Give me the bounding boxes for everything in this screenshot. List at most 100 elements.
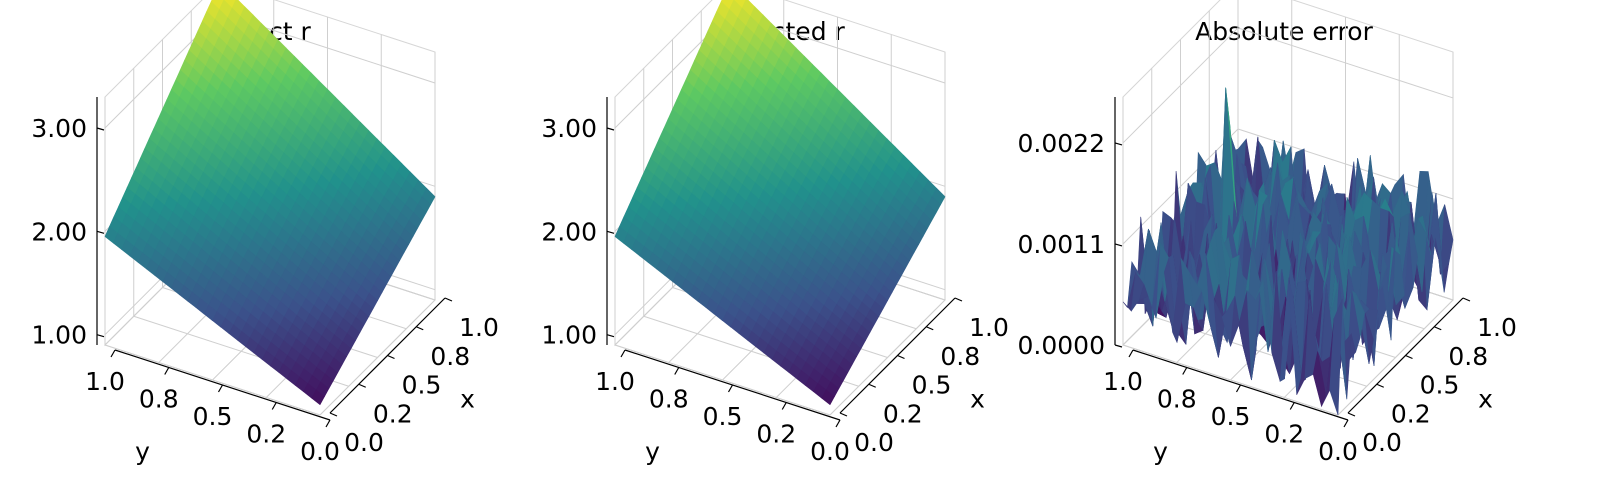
y-tick-mark: [835, 419, 841, 428]
y-tick-label: 1.0: [595, 367, 635, 396]
y-tick-mark: [164, 367, 170, 375]
z-tick-mark: [1114, 344, 1123, 348]
x-tick-mark: [868, 383, 876, 388]
x-tick-mark: [1462, 297, 1471, 302]
z-tick-mark: [96, 334, 105, 338]
y-tick-mark: [1128, 349, 1134, 358]
y-tick-mark: [727, 384, 734, 393]
surface: [104, 0, 436, 406]
x-tick-label: 0.0: [1362, 428, 1402, 457]
y-tick-label: 0.5: [1211, 402, 1251, 431]
z-tick-mark: [96, 127, 105, 131]
x-tick-mark: [444, 297, 453, 302]
surface-cell: [311, 389, 325, 406]
x-tick-mark: [926, 326, 934, 331]
z-tick-label: 0.0000: [1018, 331, 1105, 360]
x-axis-label: x: [460, 385, 475, 414]
x-tick-mark: [358, 383, 366, 388]
x-tick-mark: [329, 412, 338, 417]
y-tick-label: 0.2: [756, 420, 796, 449]
surface-cell: [821, 389, 835, 406]
z-tick-label: 0.0011: [1018, 230, 1105, 259]
x-tick-label: 0.8: [1448, 342, 1488, 371]
x-tick-label: 0.2: [373, 399, 413, 428]
surface-cell: [1329, 298, 1343, 416]
z-tick-label: 1.00: [541, 321, 597, 350]
y-axis-label: y: [1153, 437, 1168, 466]
y-tick-label: 0.5: [193, 402, 233, 431]
x-axis-label: x: [1478, 385, 1493, 414]
x-tick-mark: [387, 354, 395, 360]
z-tick-mark: [1114, 243, 1123, 247]
x-tick-label: 0.8: [940, 342, 980, 371]
x-tick-mark: [954, 297, 963, 302]
x-tick-label: 1.0: [1477, 313, 1517, 342]
x-tick-label: 0.5: [402, 371, 442, 400]
y-axis-label: y: [645, 437, 660, 466]
y-tick-label: 0.2: [1264, 420, 1304, 449]
x-tick-label: 0.2: [883, 399, 923, 428]
x-tick-mark: [1405, 354, 1413, 360]
y-tick-mark: [1289, 402, 1295, 410]
z-tick-label: 2.00: [541, 217, 597, 246]
x-tick-label: 0.0: [344, 428, 384, 457]
absolute-error-panel: Absolute error 0.00000.00110.00221.00.80…: [1018, 0, 1517, 466]
y-tick-mark: [325, 419, 331, 428]
x-tick-label: 0.0: [854, 428, 894, 457]
x-tick-mark: [897, 354, 905, 360]
x-tick-mark: [839, 412, 848, 417]
y-tick-label: 1.0: [1103, 367, 1143, 396]
x-tick-mark: [1376, 383, 1384, 388]
z-tick-label: 3.00: [541, 114, 597, 143]
y-tick-mark: [1343, 419, 1349, 428]
y-tick-label: 0.0: [300, 437, 340, 466]
exact-r-panel: Exact r 1.002.003.001.00.80.50.20.00.00.…: [31, 0, 499, 466]
x-tick-mark: [1347, 412, 1356, 417]
x-tick-mark: [416, 326, 424, 331]
surface: [1122, 87, 1454, 416]
y-tick-label: 0.8: [1157, 385, 1197, 414]
y-axis-label: y: [135, 437, 150, 466]
y-tick-label: 0.0: [1318, 437, 1358, 466]
x-tick-label: 1.0: [459, 313, 499, 342]
y-tick-mark: [217, 384, 224, 393]
y-tick-mark: [271, 402, 277, 410]
axes: 1.002.003.001.00.80.50.20.0 0.00.20.50.81…: [541, 97, 1009, 466]
z-tick-mark: [606, 334, 615, 338]
y-tick-label: 0.8: [649, 385, 689, 414]
x-tick-label: 0.5: [1420, 371, 1460, 400]
axes: 1.002.003.001.00.80.50.20.0 0.00.20.50.81…: [31, 97, 499, 466]
axes-panes: [1122, 0, 1454, 416]
y-tick-label: 0.8: [139, 385, 179, 414]
grid-line: [1122, 27, 1239, 144]
x-tick-label: 1.0: [969, 313, 1009, 342]
y-tick-mark: [781, 402, 787, 410]
x-tick-label: 0.5: [912, 371, 952, 400]
y-tick-mark: [620, 349, 626, 358]
surface: [614, 0, 946, 406]
z-tick-label: 3.00: [31, 114, 87, 143]
y-tick-mark: [110, 349, 116, 358]
x-tick-label: 0.8: [430, 342, 470, 371]
predicted-r-panel: Predicted r 1.002.003.001.00.80.50.20.00…: [541, 0, 1009, 466]
x-tick-mark: [1434, 326, 1442, 331]
z-tick-label: 2.00: [31, 217, 87, 246]
z-tick-mark: [1114, 142, 1123, 146]
grid-line: [1237, 128, 1454, 200]
y-tick-label: 0.2: [246, 420, 286, 449]
y-tick-mark: [674, 367, 680, 375]
y-tick-label: 0.5: [703, 402, 743, 431]
grid-line: [1122, 128, 1239, 245]
x-axis-label: x: [970, 385, 985, 414]
x-tick-label: 0.2: [1391, 399, 1431, 428]
y-tick-mark: [1235, 384, 1242, 393]
z-tick-label: 0.0022: [1018, 129, 1105, 158]
y-tick-label: 1.0: [85, 367, 125, 396]
chart-title: Absolute error: [1195, 17, 1373, 46]
z-tick-mark: [96, 230, 105, 234]
y-tick-mark: [1182, 367, 1188, 375]
z-tick-mark: [606, 230, 615, 234]
z-tick-label: 1.00: [31, 321, 87, 350]
